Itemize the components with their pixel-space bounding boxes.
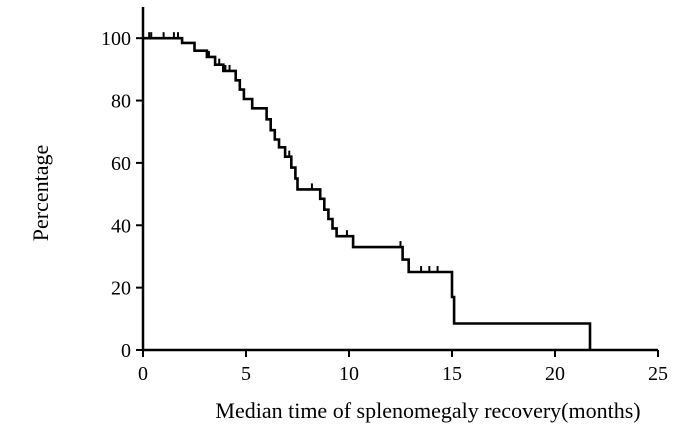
x-tick-label: 25 bbox=[648, 363, 668, 385]
y-ticks: 0 20 40 60 80 100 bbox=[101, 28, 143, 362]
plot-area bbox=[143, 32, 592, 350]
y-tick-label: 80 bbox=[111, 91, 131, 113]
y-tick-label: 0 bbox=[121, 340, 131, 362]
y-tick-label: 20 bbox=[111, 278, 131, 300]
x-tick-label: 20 bbox=[545, 363, 565, 385]
axes: 0 5 10 15 20 25 0 20 40 60 80 100 bbox=[101, 7, 668, 385]
x-tick-label: 5 bbox=[241, 363, 251, 385]
x-tick-label: 15 bbox=[442, 363, 462, 385]
y-tick-label: 40 bbox=[111, 215, 131, 237]
x-axis-title: Median time of splenomegaly recovery(mon… bbox=[215, 398, 640, 423]
x-tick-label: 0 bbox=[138, 363, 148, 385]
y-tick-label: 100 bbox=[101, 28, 131, 50]
y-axis-title: Percentage bbox=[28, 145, 53, 242]
x-ticks: 0 5 10 15 20 25 bbox=[138, 350, 668, 385]
survival-step-line bbox=[143, 36, 592, 350]
x-tick-label: 10 bbox=[339, 363, 359, 385]
y-tick-label: 60 bbox=[111, 153, 131, 175]
